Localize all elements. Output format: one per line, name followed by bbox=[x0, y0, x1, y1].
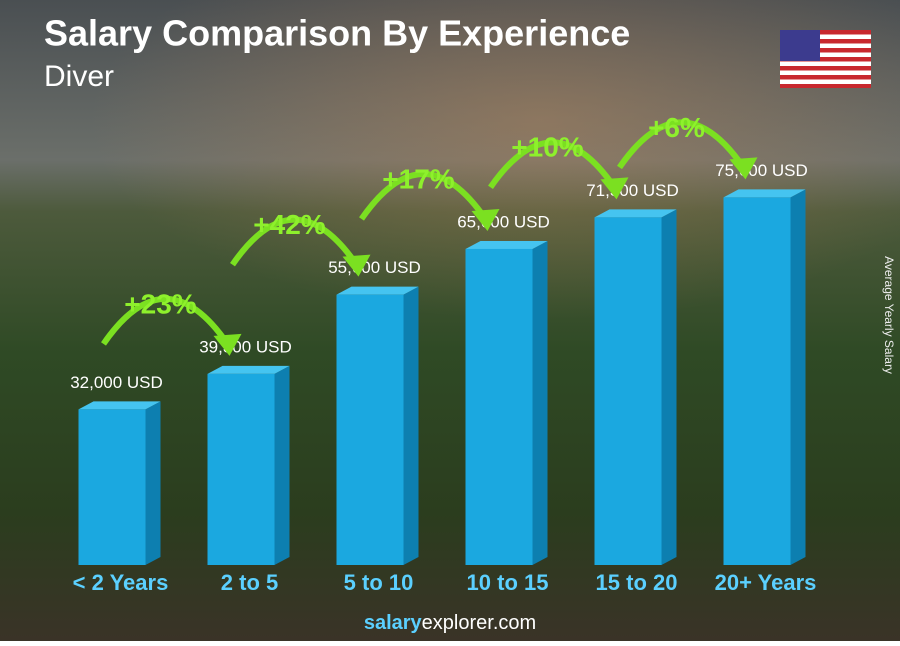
footer: salaryexplorer.com bbox=[364, 612, 536, 634]
change-label: +42% bbox=[253, 209, 325, 240]
change-label: +6% bbox=[648, 112, 705, 143]
bar bbox=[78, 409, 146, 565]
bar-top bbox=[78, 401, 161, 410]
value-label: 65,000 USD bbox=[457, 212, 550, 231]
y-axis-label: Average Yearly Salary bbox=[882, 256, 896, 374]
bar-side bbox=[532, 240, 548, 565]
footer-brand: salary bbox=[364, 612, 423, 634]
bar-top bbox=[207, 365, 290, 374]
bar bbox=[594, 217, 662, 566]
bar-top bbox=[723, 189, 806, 198]
bar-side bbox=[790, 189, 806, 565]
change-label: +23% bbox=[124, 288, 196, 319]
change-arrow bbox=[230, 216, 359, 267]
change-label: +10% bbox=[511, 132, 583, 163]
value-label: 39,300 USD bbox=[199, 337, 292, 356]
bar-side bbox=[403, 286, 419, 565]
bar-top bbox=[594, 209, 677, 218]
bar bbox=[723, 197, 791, 565]
change-label: +17% bbox=[382, 163, 454, 194]
value-label: 75,600 USD bbox=[715, 161, 808, 180]
change-arrowhead bbox=[600, 177, 629, 200]
bar-side bbox=[145, 401, 161, 565]
x-tick-label: 2 to 5 bbox=[221, 570, 278, 595]
footer-domain: explorer.com bbox=[422, 612, 537, 634]
bar-top bbox=[465, 240, 548, 249]
value-label: 71,500 USD bbox=[586, 181, 679, 200]
chart-subtitle: Diver bbox=[44, 60, 114, 93]
value-label: 55,600 USD bbox=[328, 258, 421, 277]
change-arrow bbox=[617, 119, 746, 170]
x-tick-label: < 2 Years bbox=[73, 570, 169, 595]
bar bbox=[465, 248, 533, 565]
bar-side bbox=[661, 209, 677, 566]
bar-side bbox=[274, 365, 290, 565]
value-label: 32,000 USD bbox=[70, 373, 163, 392]
change-arrowhead bbox=[729, 157, 758, 180]
bar bbox=[207, 373, 275, 565]
flag bbox=[780, 30, 871, 88]
bar bbox=[336, 294, 404, 565]
change-arrowhead bbox=[471, 208, 500, 231]
x-tick-label: 20+ Years bbox=[715, 570, 817, 595]
change-arrow bbox=[359, 170, 488, 221]
chart-title: Salary Comparison By Experience bbox=[44, 13, 630, 54]
change-arrow bbox=[488, 139, 617, 190]
x-tick-label: 15 to 20 bbox=[596, 570, 678, 595]
change-arrow bbox=[101, 295, 230, 346]
x-tick-label: 10 to 15 bbox=[467, 570, 549, 595]
change-arrowhead bbox=[342, 254, 371, 277]
change-arrowhead bbox=[213, 333, 242, 356]
x-tick-label: 5 to 10 bbox=[344, 570, 414, 595]
bar-top bbox=[336, 286, 419, 295]
